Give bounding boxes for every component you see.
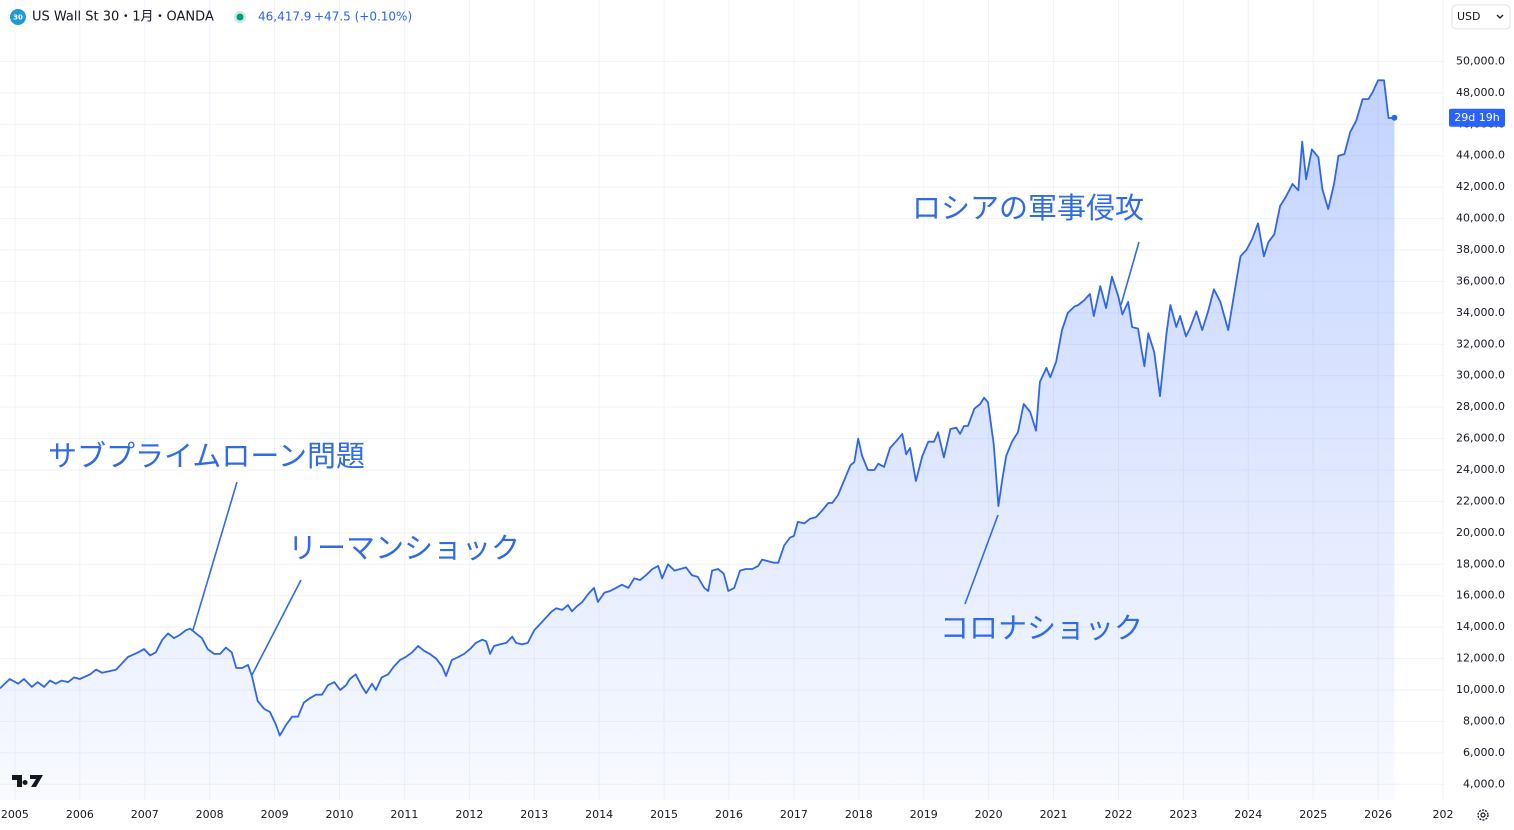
y-tick-label: 26,000.0	[1456, 432, 1505, 445]
logo	[12, 775, 43, 787]
settings-icon[interactable]	[1477, 809, 1489, 821]
y-tick-label: 4,000.0	[1463, 777, 1505, 790]
y-tick-label: 34,000.0	[1456, 306, 1505, 319]
annotation: サブプライムローン問題	[48, 439, 365, 473]
x-tick-label: 2013	[520, 808, 548, 821]
x-tick-label: 2012	[455, 808, 483, 821]
last-value: 46,417.9	[258, 10, 311, 24]
x-tick-label: 2026	[1364, 808, 1392, 821]
annotation: リーマンショック	[288, 531, 520, 565]
y-tick-label: 32,000.0	[1456, 337, 1505, 350]
x-tick-label: 2024	[1234, 808, 1262, 821]
x-tick-label: 2017	[780, 808, 808, 821]
x-tick-label: 2006	[66, 808, 94, 821]
y-tick-label: 36,000.0	[1456, 274, 1505, 287]
x-tick-label: 2020	[975, 808, 1003, 821]
pointer	[1120, 241, 1140, 306]
y-tick-label: 16,000.0	[1456, 589, 1505, 602]
annotation: コロナショック	[940, 611, 1143, 645]
x-tick-label: 2005	[1, 808, 29, 821]
y-tick-label: 40,000.0	[1456, 212, 1505, 225]
countdown: 29d 19h	[1454, 111, 1499, 124]
y-tick-label: 30,000.0	[1456, 369, 1505, 382]
pointer	[192, 481, 238, 631]
y-tick-label: 8,000.0	[1463, 714, 1505, 727]
x-tick-label: 2016	[715, 808, 743, 821]
symbol-icon	[10, 9, 26, 25]
last-point	[1391, 114, 1398, 121]
y-tick-label: 44,000.0	[1456, 149, 1505, 162]
pointer	[964, 514, 999, 605]
x-tick-label: 2015	[650, 808, 678, 821]
y-tick-label: 18,000.0	[1456, 557, 1505, 570]
y-tick-label: 48,000.0	[1456, 86, 1505, 99]
y-tick-label: 22,000.0	[1456, 494, 1505, 507]
x-tick-label: 2008	[196, 808, 224, 821]
price-label	[1449, 108, 1505, 127]
plot	[0, 79, 1398, 801]
x-tick-label: 2019	[910, 808, 938, 821]
pointer	[251, 579, 302, 676]
y-tick-label: 10,000.0	[1456, 683, 1505, 696]
y-tick-label: 14,000.0	[1456, 620, 1505, 633]
change: +47.5 (+0.10%)	[314, 10, 412, 24]
y-tick-label: 50,000.0	[1456, 54, 1505, 67]
y-tick-label: 38,000.0	[1456, 243, 1505, 256]
status-dot	[236, 13, 244, 21]
x-tick-label: 2025	[1299, 808, 1327, 821]
overlay: 2005 2006 2007 2008 2009 2010 2011 2012 2013 2014…	[1, 54, 1505, 821]
x-tick-label: 2018	[845, 808, 873, 821]
title: US Wall St 30・1月・OANDA	[32, 10, 214, 25]
annotation: ロシアの軍事侵攻	[912, 191, 1144, 225]
y-tick-label: 12,000.0	[1456, 652, 1505, 665]
y-tick-label: 42,000.0	[1456, 180, 1505, 193]
x-tick-label: 2023	[1169, 808, 1197, 821]
y-tick-label: 24,000.0	[1456, 463, 1505, 476]
symbol-icon-text: 30	[13, 14, 23, 22]
x-tick-label: 2022	[1104, 808, 1132, 821]
line	[0, 79, 1395, 737]
currency-text: USD	[1457, 10, 1481, 23]
x-tick-label: 2014	[585, 808, 613, 821]
area-fill	[0, 80, 1395, 801]
x-tick-label: 2007	[131, 808, 159, 821]
x-tick-label: 2009	[261, 808, 289, 821]
y-tick-label: 20,000.0	[1456, 526, 1505, 539]
x-tick-label: 202	[1433, 808, 1454, 821]
currency-select[interactable]	[1451, 4, 1511, 30]
x-tick-label: 2011	[390, 808, 418, 821]
y-tick-label: 28,000.0	[1456, 400, 1505, 413]
x-tick-label: 2010	[326, 808, 354, 821]
chevron	[1496, 14, 1504, 19]
x-tick-label: 2021	[1040, 808, 1068, 821]
y-tick-label: 6,000.0	[1463, 746, 1505, 759]
